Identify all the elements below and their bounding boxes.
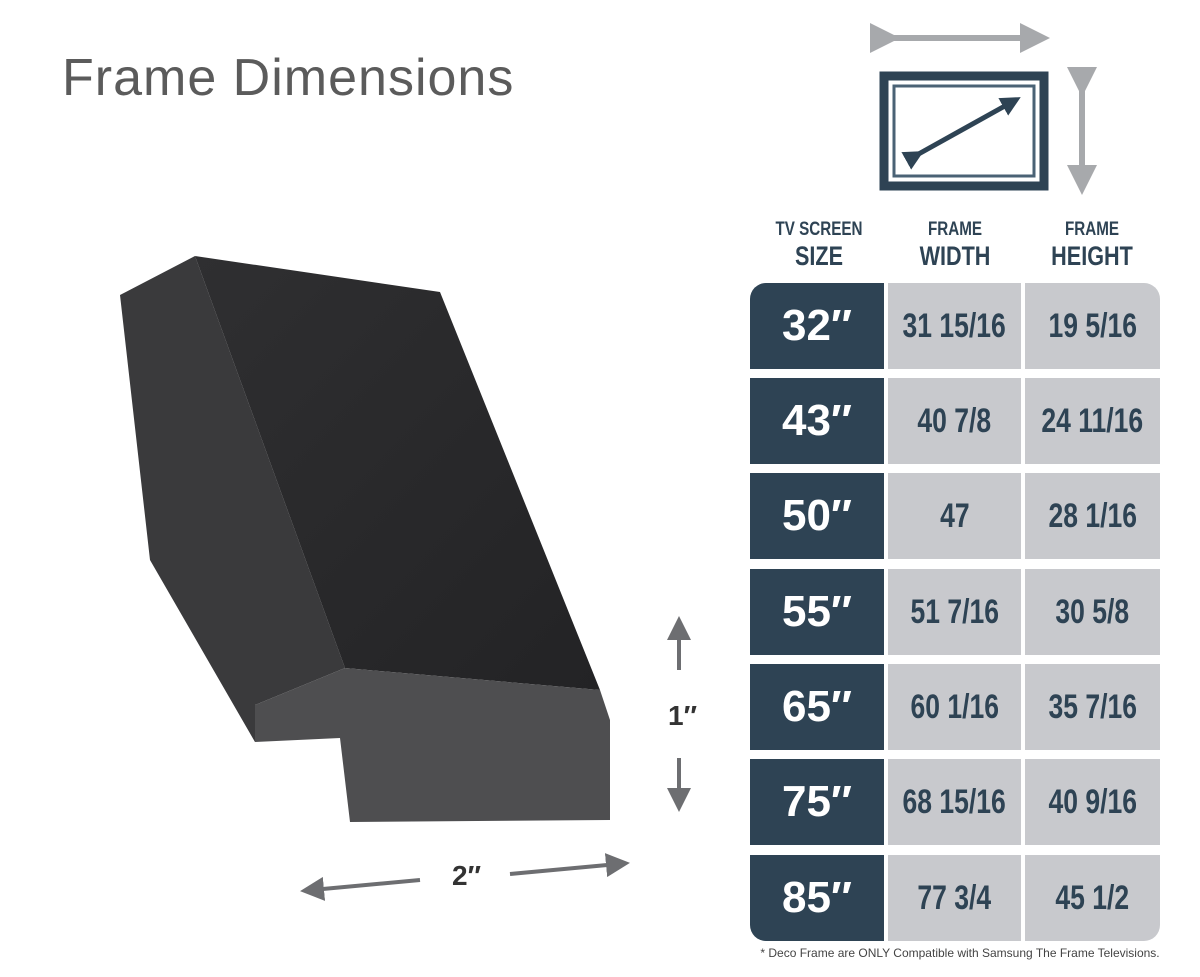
frame-width-cell: 77 3/4 (888, 855, 1021, 941)
frame-height-cell: 19 5/16 (1025, 283, 1160, 369)
frame-height-cell-value: 30 5/8 (1055, 592, 1130, 631)
frame-width-cell-value: 31 15/16 (902, 306, 1007, 345)
frame-width-cell-value: 77 3/4 (917, 878, 992, 917)
frame-width-cell: 60 1/16 (888, 664, 1021, 750)
tv-size-cell: 65″ (750, 664, 884, 750)
frame-width-cell: 47 (888, 473, 1021, 559)
tv-size-cell-value: 75″ (781, 777, 853, 826)
header-line: SIZE (794, 241, 843, 271)
tv-size-cell-value: 50″ (781, 491, 853, 540)
header-line: FRAME (1064, 219, 1120, 240)
header-frame-height: FRAME HEIGHT (1038, 220, 1147, 270)
frame-height-cell-value: 35 7/16 (1048, 687, 1137, 726)
tv-size-cell: 50″ (750, 473, 884, 559)
frame-height-cell-value: 19 5/16 (1048, 306, 1137, 345)
frame-width-cell-value: 40 7/8 (917, 401, 992, 440)
frame-width-cell: 40 7/8 (888, 378, 1021, 464)
tv-size-cell: 85″ (750, 855, 884, 941)
header-line: WIDTH (919, 241, 991, 271)
frame-height-cell: 28 1/16 (1025, 473, 1160, 559)
frame-width-cell-value: 51 7/16 (910, 592, 999, 631)
frame-height-cell-value: 24 11/16 (1041, 401, 1144, 440)
header-tv-size: TV SCREEN SIZE (765, 220, 874, 270)
header-line: FRAME (927, 219, 983, 240)
tv-size-cell-value: 85″ (781, 873, 853, 922)
tv-size-cell: 55″ (750, 569, 884, 655)
width-dimension-arrows (300, 853, 630, 901)
frame-height-cell-value: 28 1/16 (1048, 496, 1137, 535)
frame-height-cell: 30 5/8 (1025, 569, 1160, 655)
header-line: HEIGHT (1051, 241, 1133, 271)
footnote: * Deco Frame are ONLY Compatible with Sa… (760, 946, 1160, 960)
frame-height-cell: 35 7/16 (1025, 664, 1160, 750)
width-label: 2″ (452, 860, 481, 891)
frame-height-cell-value: 40 9/16 (1048, 782, 1137, 821)
frame-width-cell: 51 7/16 (888, 569, 1021, 655)
frame-height-cell: 24 11/16 (1025, 378, 1160, 464)
frame-width-cell: 68 15/16 (888, 759, 1021, 845)
frame-width-cell-value: 68 15/16 (902, 782, 1007, 821)
tv-size-cell: 32″ (750, 283, 884, 369)
header-frame-width: FRAME WIDTH (901, 220, 1010, 270)
frame-width-cell: 31 15/16 (888, 283, 1021, 369)
frame-height-cell-value: 45 1/2 (1055, 878, 1130, 917)
header-line: TV SCREEN (775, 219, 863, 240)
page-title: Frame Dimensions (62, 49, 515, 107)
tv-size-cell: 75″ (750, 759, 884, 845)
frame-width-cell-value: 47 (939, 496, 970, 535)
frame-molding-image (120, 256, 610, 822)
tv-size-cell-value: 55″ (781, 587, 853, 636)
frame-width-cell-value: 60 1/16 (910, 687, 999, 726)
tv-size-cell: 43″ (750, 378, 884, 464)
tv-size-cell-value: 43″ (781, 396, 853, 445)
tv-size-cell-value: 65″ (781, 682, 853, 731)
frame-height-cell: 40 9/16 (1025, 759, 1160, 845)
tv-frame-diagram-icon (870, 23, 1097, 195)
frame-height-cell: 45 1/2 (1025, 855, 1160, 941)
tv-size-cell-value: 32″ (781, 301, 853, 350)
height-label: 1″ (668, 700, 697, 731)
